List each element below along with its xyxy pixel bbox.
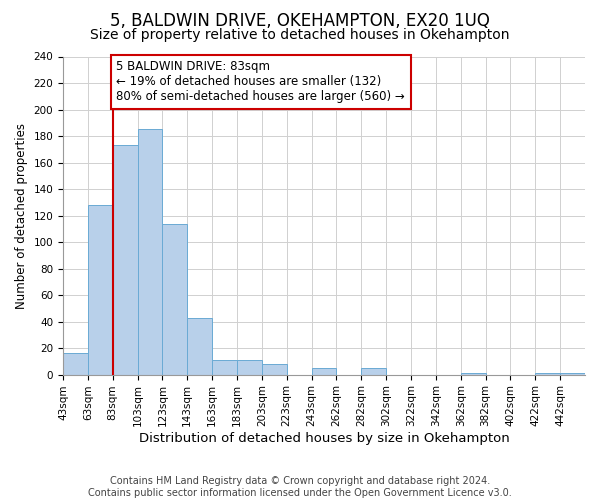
Bar — [163, 224, 187, 374]
Bar — [361, 368, 386, 374]
Bar — [137, 130, 163, 374]
Bar — [63, 354, 88, 374]
Text: Contains HM Land Registry data © Crown copyright and database right 2024.
Contai: Contains HM Land Registry data © Crown c… — [88, 476, 512, 498]
Text: 5, BALDWIN DRIVE, OKEHAMPTON, EX20 1UQ: 5, BALDWIN DRIVE, OKEHAMPTON, EX20 1UQ — [110, 12, 490, 30]
Text: 5 BALDWIN DRIVE: 83sqm
← 19% of detached houses are smaller (132)
80% of semi-de: 5 BALDWIN DRIVE: 83sqm ← 19% of detached… — [116, 60, 405, 104]
Bar — [237, 360, 262, 374]
Bar — [212, 360, 237, 374]
Text: Size of property relative to detached houses in Okehampton: Size of property relative to detached ho… — [90, 28, 510, 42]
Bar — [311, 368, 337, 374]
Bar — [262, 364, 287, 374]
Y-axis label: Number of detached properties: Number of detached properties — [15, 122, 28, 308]
Bar — [88, 205, 113, 374]
X-axis label: Distribution of detached houses by size in Okehampton: Distribution of detached houses by size … — [139, 432, 509, 445]
Bar — [113, 146, 137, 374]
Bar — [187, 318, 212, 374]
